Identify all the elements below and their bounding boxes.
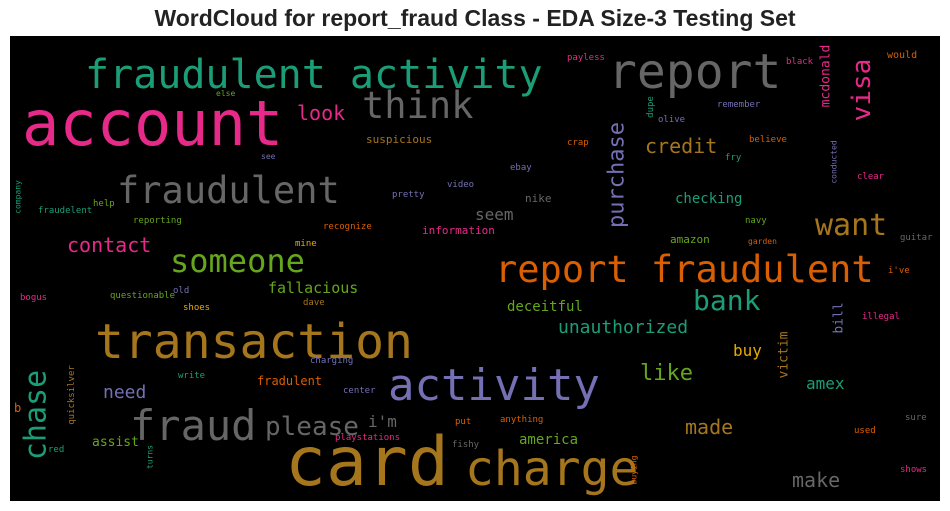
word: fallacious [268, 279, 358, 297]
word: transaction [95, 314, 413, 370]
cloud-background [10, 36, 940, 501]
word: garden [748, 237, 777, 246]
word: amazon [670, 233, 710, 246]
word: activity [388, 360, 600, 411]
word: illegal [862, 312, 900, 322]
word: fraudulent [117, 169, 340, 212]
word: playstations [335, 433, 400, 443]
word: dave [303, 298, 325, 308]
word: suspicious [366, 133, 432, 146]
word: guitar [900, 233, 933, 243]
word: card [285, 423, 449, 502]
word: bill [832, 302, 847, 333]
word: questionable [110, 291, 175, 301]
word: dupe [646, 96, 656, 118]
word: remember [717, 100, 761, 110]
word: red [48, 445, 64, 455]
word: i'm [368, 412, 397, 431]
word: made [685, 415, 733, 439]
word: buy [733, 341, 762, 360]
word: america [519, 432, 578, 448]
word: seem [475, 205, 514, 224]
word: i've [888, 266, 910, 276]
word: video [447, 180, 474, 190]
word: make [792, 468, 840, 492]
word: used [854, 426, 876, 436]
word: like [640, 361, 693, 386]
word: black [786, 57, 814, 67]
word: think [362, 84, 473, 127]
word: see [261, 152, 276, 161]
word: else [216, 89, 235, 98]
word: deceitful [507, 299, 583, 315]
word: olive [658, 115, 685, 125]
word: conducted [830, 140, 839, 184]
word: charging [310, 356, 353, 366]
word: checking [675, 191, 742, 207]
word: would [887, 50, 917, 61]
word: ebay [510, 163, 532, 173]
word: believe [749, 135, 787, 145]
word: information [422, 224, 495, 237]
word: please [265, 412, 359, 442]
word: bank [693, 284, 761, 317]
word: charge [465, 441, 638, 497]
word: someone [170, 242, 305, 280]
word: shoes [183, 303, 210, 313]
word: purchase [605, 122, 630, 228]
word: buying [630, 455, 639, 484]
word: center [343, 386, 376, 396]
word: assist [92, 435, 139, 450]
word: payless [567, 53, 605, 63]
word: write [178, 371, 205, 381]
word: fraudelent [38, 206, 92, 216]
word: need [103, 382, 146, 403]
word: want [815, 208, 887, 243]
word: mine [295, 239, 317, 249]
word: fishy [452, 440, 480, 450]
word: visa [847, 59, 877, 122]
word: put [455, 417, 471, 427]
word: chase [19, 370, 54, 460]
word: b [14, 401, 21, 415]
word: amex [806, 374, 845, 393]
word: nike [525, 192, 552, 205]
word: help [93, 199, 115, 209]
word: fradulent [257, 374, 322, 388]
word: quicksilver [67, 365, 77, 425]
word: navy [745, 216, 767, 226]
word: fry [725, 153, 742, 163]
word: shows [900, 465, 927, 475]
word: anything [500, 415, 543, 425]
word: account [22, 87, 283, 160]
word: fraud [130, 401, 256, 450]
word: crap [567, 138, 589, 148]
word: sure [905, 413, 927, 423]
chart-title: WordCloud for report_fraud Class - EDA S… [154, 5, 795, 31]
word: recognize [323, 222, 372, 232]
word: reporting [133, 216, 182, 226]
word: fraudulent activity [85, 52, 543, 98]
word: contact [67, 233, 151, 257]
word: turns [146, 445, 155, 469]
word: clear [857, 172, 885, 182]
word: mcdonald [819, 45, 834, 108]
word: credit [645, 134, 717, 158]
word: report fraudulent [495, 248, 874, 291]
word: old [173, 286, 189, 296]
word: bogus [20, 293, 47, 303]
word: unauthorized [558, 317, 688, 338]
word: victim [777, 331, 792, 378]
word: company [14, 180, 23, 214]
word: pretty [392, 190, 425, 200]
word: report [608, 44, 781, 100]
word: look [297, 101, 345, 125]
